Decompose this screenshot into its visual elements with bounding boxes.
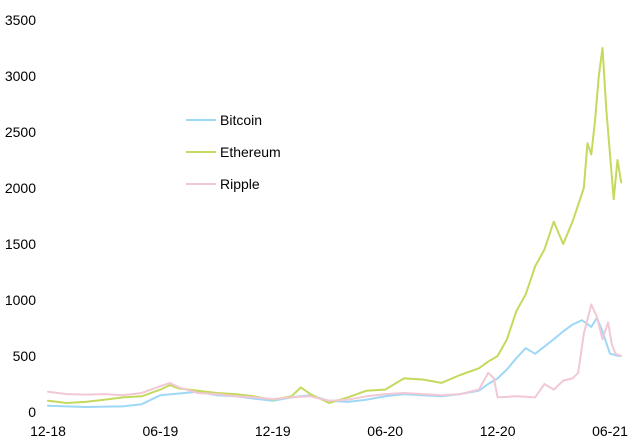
legend-label-ripple: Ripple	[220, 176, 260, 192]
y-tick-label: 3000	[5, 68, 36, 84]
x-tick-label: 12-19	[255, 423, 291, 439]
y-tick-label: 3500	[5, 12, 36, 28]
series-line-ethereum	[48, 48, 621, 403]
x-tick-label: 06-20	[367, 423, 403, 439]
y-tick-label: 0	[28, 404, 36, 420]
x-tick-label: 06-19	[142, 423, 178, 439]
legend: Bitcoin Ethereum Ripple	[186, 112, 281, 192]
y-tick-label: 500	[13, 348, 37, 364]
y-tick-label: 2000	[5, 180, 36, 196]
series-lines	[48, 48, 621, 407]
x-tick-label: 06-21	[592, 423, 628, 439]
y-tick-label: 2500	[5, 124, 36, 140]
y-tick-label: 1500	[5, 236, 36, 252]
x-axis-ticks: 12-18 06-19 12-19 06-20 12-20 06-21	[30, 423, 628, 439]
y-tick-label: 1000	[5, 292, 36, 308]
x-tick-label: 12-18	[30, 423, 66, 439]
x-tick-label: 12-20	[480, 423, 516, 439]
y-axis-ticks: 0 500 1000 1500 2000 2500 3000 3500	[5, 12, 36, 420]
legend-label-bitcoin: Bitcoin	[220, 112, 262, 128]
legend-label-ethereum: Ethereum	[220, 144, 281, 160]
